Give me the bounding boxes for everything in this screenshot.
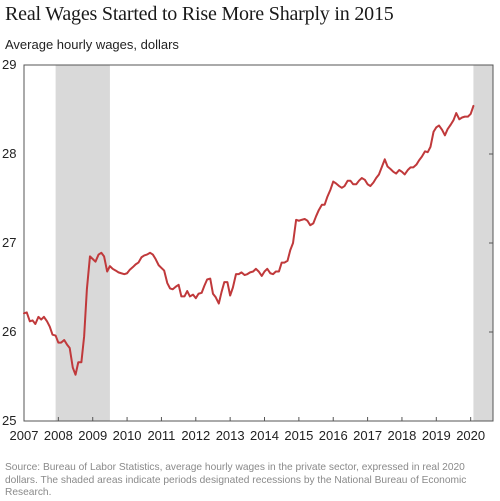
y-axis-ticks: 25 26 27 28 29 bbox=[2, 57, 493, 428]
y-tick-label-26: 26 bbox=[2, 324, 16, 339]
y-tick-label-27: 27 bbox=[2, 235, 16, 250]
x-tick-label-2010: 2010 bbox=[113, 428, 142, 443]
x-tick-label-2011: 2011 bbox=[147, 428, 175, 443]
recession-shading bbox=[55, 65, 493, 421]
x-tick-label-2016: 2016 bbox=[319, 428, 348, 443]
x-tick-label-2015: 2015 bbox=[284, 428, 313, 443]
x-tick-label-2020: 2020 bbox=[456, 428, 485, 443]
x-tick-label-2012: 2012 bbox=[181, 428, 210, 443]
x-tick-label-2018: 2018 bbox=[387, 428, 416, 443]
recession-band-2 bbox=[473, 65, 493, 421]
y-tick-label-28: 28 bbox=[2, 146, 16, 161]
recession-band-1 bbox=[55, 65, 110, 421]
x-tick-label-2014: 2014 bbox=[250, 428, 279, 443]
x-tick-label-2007: 2007 bbox=[10, 428, 39, 443]
wage-line bbox=[23, 104, 475, 376]
x-axis-ticks: 2007 2008 2009 2010 2011 2012 2013 2014 2015 2016… bbox=[10, 417, 485, 443]
chart-title: Real Wages Started to Rise More Sharply … bbox=[5, 3, 394, 25]
x-tick-label-2013: 2013 bbox=[216, 428, 245, 443]
y-axis-label: Average hourly wages, dollars bbox=[5, 37, 179, 52]
x-tick-label-2008: 2008 bbox=[44, 428, 73, 443]
source-note: Source: Bureau of Labor Statistics, aver… bbox=[5, 462, 467, 498]
x-tick-label-2009: 2009 bbox=[78, 428, 107, 443]
series-line-1 bbox=[23, 104, 475, 376]
y-tick-label-29: 29 bbox=[2, 57, 16, 72]
y-tick-label-25: 25 bbox=[2, 413, 16, 428]
x-tick-label-2017: 2017 bbox=[353, 428, 382, 443]
x-tick-label-2019: 2019 bbox=[422, 428, 451, 443]
